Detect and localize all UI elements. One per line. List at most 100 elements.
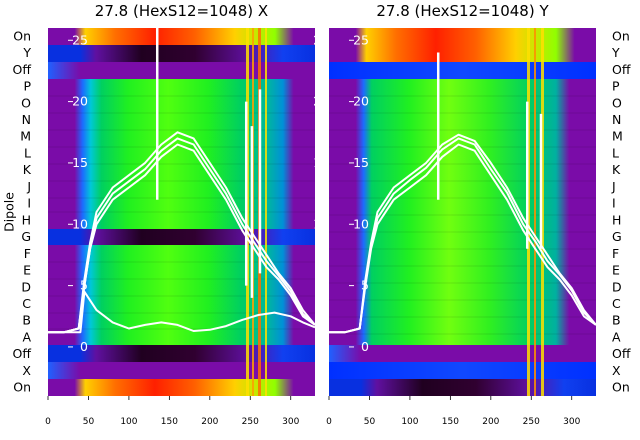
overlay-y-tick-label: 15 [353, 155, 369, 170]
row-label: A [612, 329, 621, 344]
heatmap-row [329, 62, 596, 79]
overlay-y-tick-label: 10 [72, 216, 88, 231]
heatmap-row [48, 28, 315, 45]
overlay-y-tick-label: 15 [313, 155, 329, 170]
x-tick-label: 0 [45, 417, 51, 427]
row-label: D [21, 279, 31, 294]
overlay-y-tick-label: 0 [80, 339, 88, 354]
overlay-y-tick-label: 10 [313, 216, 329, 231]
right-heatmap [329, 28, 596, 396]
heatmap-row [329, 345, 596, 362]
heatmap-block [48, 79, 315, 229]
panel-title: 27.8 (HexS12=1048) Y [376, 2, 549, 20]
row-label: E [612, 263, 620, 278]
row-label: J [611, 179, 616, 194]
row-label: On [13, 380, 31, 395]
row-label: N [22, 112, 31, 127]
overlay-y-tick-label: 0 [321, 339, 329, 354]
row-label: M [612, 129, 623, 144]
heatmap-row [329, 28, 596, 62]
row-label: C [22, 296, 31, 311]
heatmap-row [48, 345, 315, 362]
row-label: L [612, 145, 619, 160]
x-tick-label: 150 [442, 417, 459, 427]
x-tick-label: 200 [482, 417, 499, 427]
x-tick-label: 50 [364, 417, 376, 427]
row-label: Y [611, 45, 620, 60]
row-label: Off [13, 62, 32, 77]
panel-title: 27.8 (HexS12=1048) X [95, 2, 268, 20]
heatmap-block [329, 79, 596, 345]
row-label: Off [13, 346, 32, 361]
overlay-curve [329, 133, 596, 334]
row-label: B [612, 313, 621, 328]
row-label: C [612, 296, 621, 311]
x-tick-label: 250 [523, 417, 540, 427]
row-label: G [21, 229, 31, 244]
row-label: K [612, 162, 621, 177]
overlay-curve [48, 131, 315, 334]
row-label: X [22, 363, 31, 378]
row-label: A [22, 329, 31, 344]
row-label: J [26, 179, 31, 194]
row-label: G [612, 229, 622, 244]
row-label: X [612, 363, 621, 378]
row-label: P [612, 79, 620, 94]
x-tick-label: 0 [326, 417, 332, 427]
heatmap-row [329, 362, 596, 379]
heatmap-row [48, 45, 315, 62]
row-label: Off [612, 62, 631, 77]
row-label: D [612, 279, 622, 294]
row-label: H [612, 212, 621, 227]
overlay-y-tick-label: 10 [353, 216, 369, 231]
row-label: F [612, 246, 619, 261]
overlay-y-tick-label: 20 [313, 94, 329, 109]
overlay-curves [48, 28, 315, 334]
overlay-curves [329, 52, 596, 334]
row-label: I [27, 196, 31, 211]
row-label: B [22, 313, 31, 328]
x-tick-label: 100 [401, 417, 418, 427]
row-label: N [612, 112, 621, 127]
row-label: On [612, 28, 630, 43]
row-label: Off [612, 346, 631, 361]
row-label: L [24, 145, 31, 160]
overlay-y-tick-label: 20 [353, 94, 369, 109]
row-label: I [612, 196, 616, 211]
row-dividers [329, 95, 596, 335]
row-label: F [24, 246, 31, 261]
left-panel [48, 28, 315, 396]
row-label: On [612, 380, 630, 395]
y-axis-label: Dipole [2, 192, 17, 232]
x-tick-label: 150 [161, 417, 178, 427]
row-label: H [22, 212, 31, 227]
overlay-curve [48, 290, 315, 334]
row-label: Y [22, 45, 31, 60]
overlay-y-tick-label: 25 [313, 32, 329, 47]
overlay-y-tick-label: 20 [72, 94, 88, 109]
row-label: M [20, 129, 31, 144]
heatmap-row [48, 379, 315, 396]
row-label: O [612, 95, 622, 110]
x-tick-label: 100 [120, 417, 137, 427]
vertical-streaks [527, 28, 544, 396]
x-tick-label: 50 [83, 417, 95, 427]
row-label: P [23, 79, 31, 94]
row-dividers [48, 95, 315, 330]
overlay-y-tick-label: 25 [72, 32, 88, 47]
x-tick-label: 300 [282, 417, 299, 427]
overlay-y-tick-label: 25 [353, 32, 369, 47]
overlay-y-tick-label: 15 [72, 155, 88, 170]
x-tick-label: 300 [563, 417, 580, 427]
left-heatmap [48, 28, 315, 396]
heatmap-row [48, 62, 315, 79]
heatmap-row [48, 229, 315, 245]
x-tick-label: 250 [242, 417, 259, 427]
heatmap-row [329, 379, 596, 396]
right-panel [329, 28, 596, 396]
row-label: E [23, 263, 31, 278]
overlay-y-tick-label: 0 [361, 339, 369, 354]
row-label: O [21, 95, 31, 110]
heatmap-row [48, 362, 315, 379]
overlay-y-tick-label: 5 [321, 278, 329, 293]
